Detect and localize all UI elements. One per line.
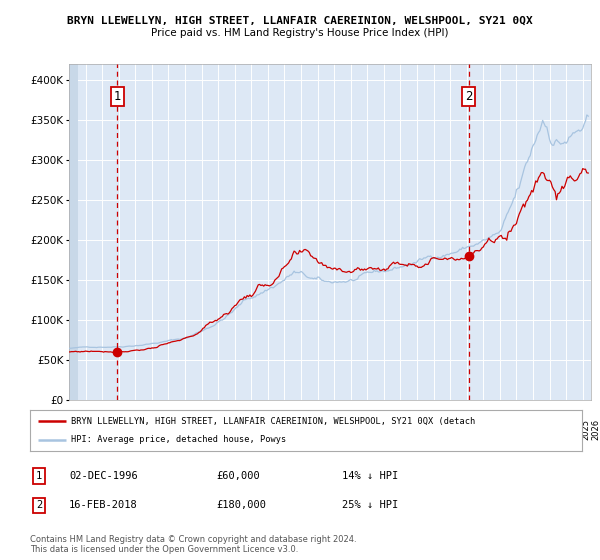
Text: 1: 1 (113, 90, 121, 103)
Text: 02-DEC-1996: 02-DEC-1996 (69, 471, 138, 481)
Text: 2017
2018: 2017 2018 (449, 419, 468, 440)
Text: HPI: Average price, detached house, Powys: HPI: Average price, detached house, Powy… (71, 436, 287, 445)
Text: 2001
2002: 2001 2002 (184, 419, 203, 440)
Text: Contains HM Land Registry data © Crown copyright and database right 2024.
This d: Contains HM Land Registry data © Crown c… (30, 535, 356, 554)
Text: 2002
2003: 2002 2003 (200, 419, 220, 440)
Text: 2016
2017: 2016 2017 (432, 419, 452, 440)
Text: 2008
2009: 2008 2009 (299, 419, 319, 440)
Text: 1996
1997: 1996 1997 (101, 419, 120, 440)
Text: 2007
2008: 2007 2008 (283, 419, 302, 440)
Text: 2011
2012: 2011 2012 (349, 419, 368, 440)
Text: 2000
2001: 2000 2001 (167, 419, 187, 440)
Text: 1994
1995: 1994 1995 (68, 419, 87, 440)
Text: 2019
2020: 2019 2020 (482, 419, 501, 440)
Text: 1995
1996: 1995 1996 (84, 419, 104, 440)
Text: 1: 1 (36, 471, 42, 481)
Text: 25% ↓ HPI: 25% ↓ HPI (342, 500, 398, 510)
Text: £180,000: £180,000 (216, 500, 266, 510)
Text: 2022
2023: 2022 2023 (532, 419, 551, 440)
Text: BRYN LLEWELLYN, HIGH STREET, LLANFAIR CAEREINION, WELSHPOOL, SY21 0QX (detach: BRYN LLEWELLYN, HIGH STREET, LLANFAIR CA… (71, 417, 476, 426)
Text: 2025
2026: 2025 2026 (581, 419, 600, 440)
Text: Price paid vs. HM Land Registry's House Price Index (HPI): Price paid vs. HM Land Registry's House … (151, 28, 449, 38)
Text: 2014
2015: 2014 2015 (399, 419, 418, 440)
Text: 2013
2014: 2013 2014 (382, 419, 402, 440)
Text: 2021
2022: 2021 2022 (515, 419, 535, 440)
Text: 1997
1998: 1997 1998 (117, 419, 137, 440)
Text: 16-FEB-2018: 16-FEB-2018 (69, 500, 138, 510)
Text: 2018
2019: 2018 2019 (465, 419, 485, 440)
Text: 1999
2000: 1999 2000 (151, 419, 170, 440)
Text: 2004
2005: 2004 2005 (233, 419, 253, 440)
Text: 2005
2006: 2005 2006 (250, 419, 269, 440)
Text: 2003
2004: 2003 2004 (217, 419, 236, 440)
Text: 1998
1999: 1998 1999 (134, 419, 153, 440)
Text: 2023
2024: 2023 2024 (548, 419, 568, 440)
Text: 2: 2 (36, 500, 42, 510)
Text: 2012
2013: 2012 2013 (366, 419, 385, 440)
Text: 2024
2025: 2024 2025 (565, 419, 584, 440)
Text: 2015
2016: 2015 2016 (416, 419, 435, 440)
Text: 2010
2011: 2010 2011 (333, 419, 352, 440)
Text: 2009
2010: 2009 2010 (316, 419, 335, 440)
Text: 14% ↓ HPI: 14% ↓ HPI (342, 471, 398, 481)
Text: £60,000: £60,000 (216, 471, 260, 481)
Text: 2020
2021: 2020 2021 (499, 419, 518, 440)
Text: 2006
2007: 2006 2007 (266, 419, 286, 440)
Text: 2: 2 (465, 90, 472, 103)
Text: BRYN LLEWELLYN, HIGH STREET, LLANFAIR CAEREINION, WELSHPOOL, SY21 0QX: BRYN LLEWELLYN, HIGH STREET, LLANFAIR CA… (67, 16, 533, 26)
